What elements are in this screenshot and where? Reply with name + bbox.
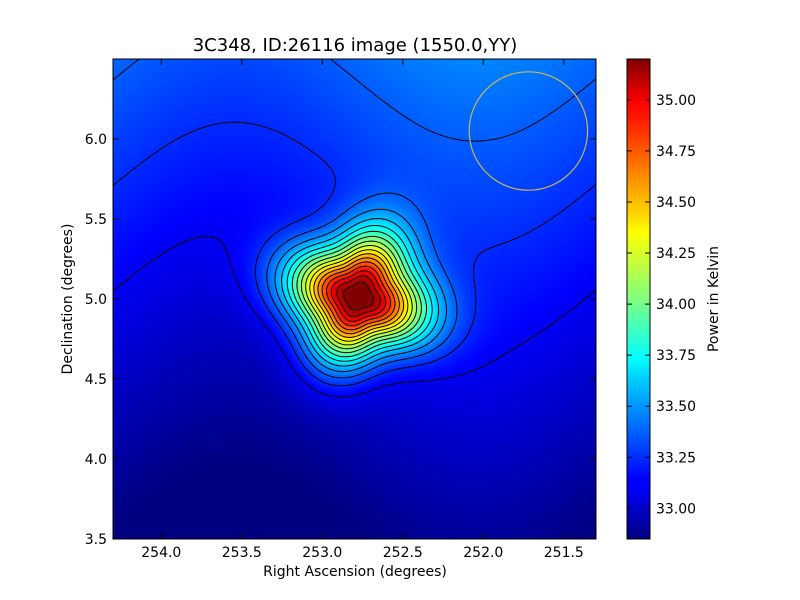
plot-area: 254.0 253.5 253.0 252.5 252.0 251.5 3.5 4.0 4.5… [85,58,597,561]
y-tick-label: 5.0 [85,292,107,308]
colorbar-tick-label: 35.00 [656,93,696,109]
colorbar-label: Power in Kelvin [706,246,722,352]
y-tick-label: 5.5 [85,212,107,228]
heatmap-image [113,59,596,539]
colorbar-gradient [626,58,651,540]
y-tick-label: 6.0 [85,132,107,148]
x-axis-label: Right Ascension (degrees) [263,564,447,580]
contour-line [309,249,409,342]
colorbar-tick-label: 33.25 [656,450,696,466]
colorbar-tick-label: 34.75 [656,144,696,160]
beam-circle [468,71,589,191]
x-tick-label: 251.5 [544,545,584,561]
y-axis-ticks: 3.5 4.0 4.5 5.0 5.5 6.0 [85,132,596,548]
contour-line [326,265,391,327]
colorbar-ticks: 33.00 33.25 33.50 33.75 34.00 34.25 34.50 34.75… [627,93,696,517]
y-axis-label: Declination (degrees) [60,224,76,375]
contour-line [313,253,405,338]
contour-line [274,208,447,373]
x-tick-label: 253.5 [222,545,262,561]
contour-line [296,235,422,354]
y-tick-label: 3.5 [85,532,107,548]
x-tick-label: 252.0 [463,545,503,561]
x-tick-label: 252.5 [383,545,423,561]
contour-line [291,230,428,358]
contour-line [113,121,596,387]
contour-line [336,275,381,317]
colorbar-tick-label: 34.00 [656,297,696,313]
colorbar-tick-label: 33.00 [656,501,696,517]
colorbar: 33.00 33.25 33.50 33.75 34.00 34.25 34.50 34.75… [626,58,696,540]
contour-lines [113,59,596,398]
x-tick-label: 253.0 [302,545,342,561]
y-tick-label: 4.0 [85,452,107,468]
contour-line [113,59,596,379]
x-tick-label: 254.0 [141,545,181,561]
contour-line [113,235,596,398]
contour-line [305,244,413,346]
contour-line [330,270,387,322]
contour-line [343,281,374,311]
colorbar-tick-label: 34.25 [656,246,696,262]
y-tick-label: 4.5 [85,372,107,388]
contour-line [286,225,433,362]
colorbar-tick-label: 33.50 [656,399,696,415]
chart-title: 3C348, ID:26116 image (1550.0,YY) [193,35,518,56]
contour-line [317,257,400,335]
contour-line [281,218,440,367]
colorbar-tick-label: 34.50 [656,195,696,211]
colorbar-tick-label: 33.75 [656,348,696,364]
contour-line [300,240,418,350]
x-axis-ticks: 254.0 253.5 253.0 252.5 252.0 251.5 [141,59,584,561]
contour-line [321,261,396,331]
